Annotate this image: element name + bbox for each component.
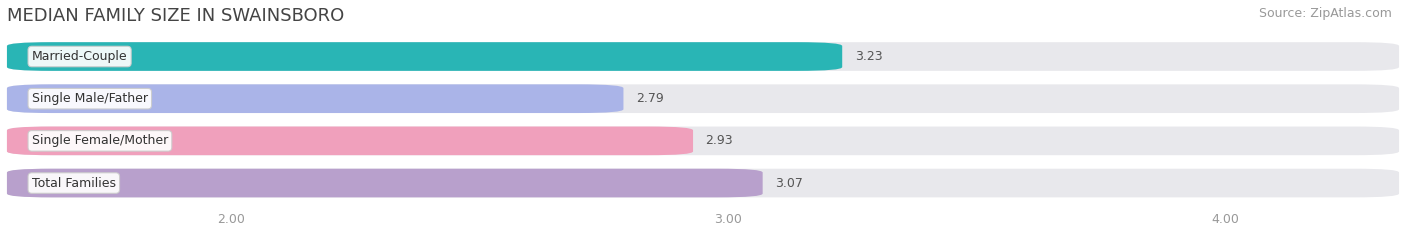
Text: Source: ZipAtlas.com: Source: ZipAtlas.com xyxy=(1258,7,1392,20)
FancyBboxPatch shape xyxy=(7,42,842,71)
Text: MEDIAN FAMILY SIZE IN SWAINSBORO: MEDIAN FAMILY SIZE IN SWAINSBORO xyxy=(7,7,344,25)
FancyBboxPatch shape xyxy=(7,84,623,113)
FancyBboxPatch shape xyxy=(7,169,762,197)
FancyBboxPatch shape xyxy=(7,42,1399,71)
Text: Single Male/Father: Single Male/Father xyxy=(32,92,148,105)
Text: 3.23: 3.23 xyxy=(855,50,883,63)
FancyBboxPatch shape xyxy=(7,127,1399,155)
Text: Single Female/Mother: Single Female/Mother xyxy=(32,134,169,147)
Text: 2.79: 2.79 xyxy=(636,92,664,105)
Text: Total Families: Total Families xyxy=(32,177,115,189)
Text: 2.93: 2.93 xyxy=(706,134,733,147)
Text: Married-Couple: Married-Couple xyxy=(32,50,128,63)
FancyBboxPatch shape xyxy=(7,84,1399,113)
FancyBboxPatch shape xyxy=(7,127,693,155)
Text: 3.07: 3.07 xyxy=(775,177,803,189)
FancyBboxPatch shape xyxy=(7,169,1399,197)
